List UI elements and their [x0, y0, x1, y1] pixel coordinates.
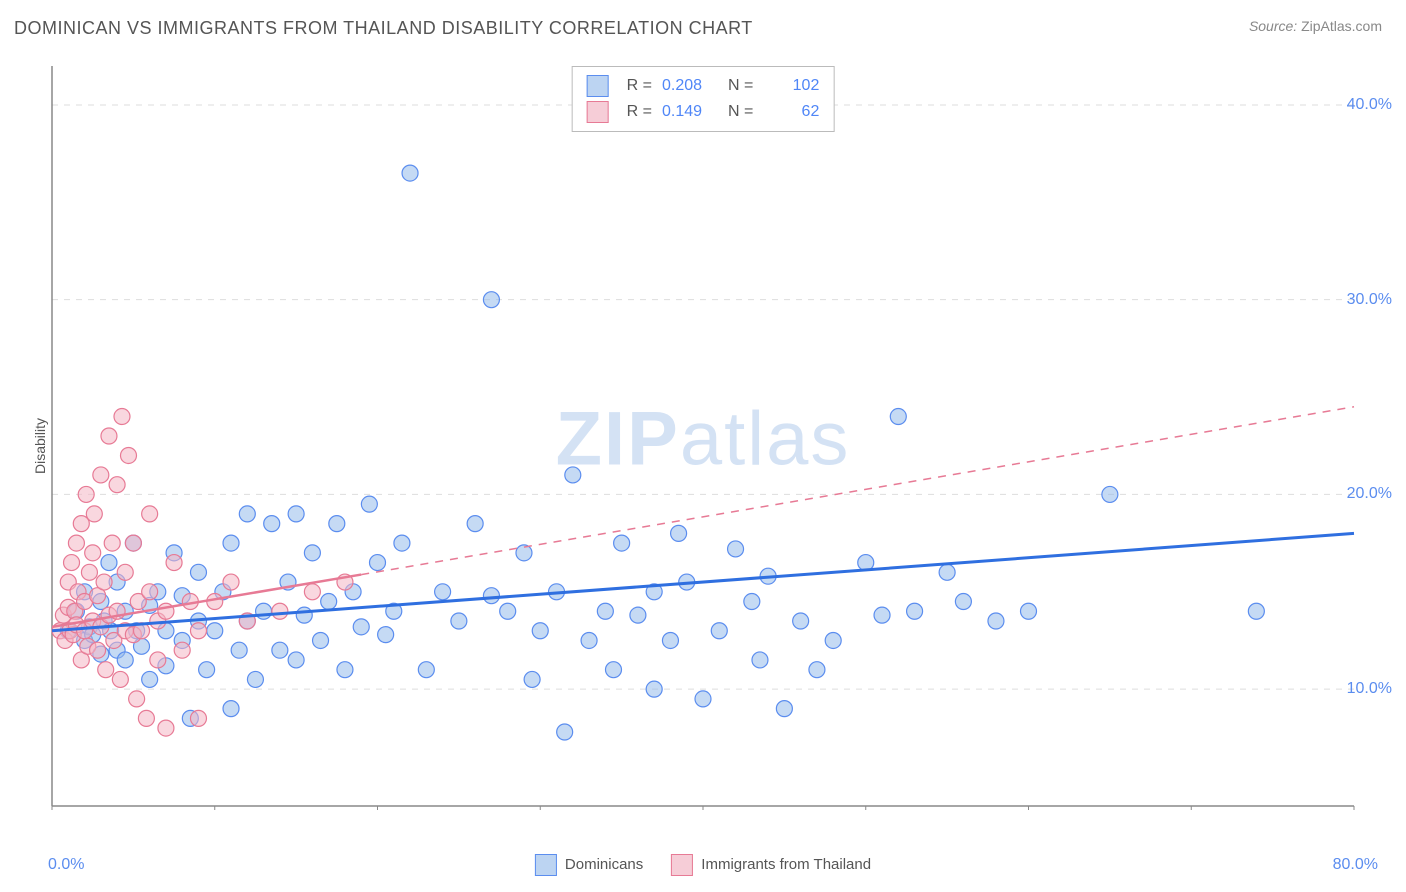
series-legend: Dominicans Immigrants from Thailand	[535, 854, 871, 876]
stat-n-label: N =	[728, 103, 753, 121]
legend-item: Dominicans	[535, 854, 643, 876]
stat-n-label: N =	[728, 77, 753, 95]
y-tick-label: 40.0%	[1347, 96, 1392, 114]
legend-swatch	[587, 75, 609, 97]
x-axis-max-label: 80.0%	[1333, 856, 1378, 874]
stats-legend: R = 0.208 N = 102 R = 0.149 N = 62	[572, 66, 835, 132]
source-value: ZipAtlas.com	[1301, 18, 1382, 34]
y-tick-label: 30.0%	[1347, 291, 1392, 309]
y-axis-label: Disability	[32, 418, 48, 474]
stat-r-label: R =	[627, 77, 652, 95]
chart-title: DOMINICAN VS IMMIGRANTS FROM THAILAND DI…	[14, 18, 753, 39]
scatter-svg	[48, 62, 1358, 810]
y-tick-label: 10.0%	[1347, 680, 1392, 698]
legend-label: Immigrants from Thailand	[701, 856, 871, 873]
stats-legend-row: R = 0.149 N = 62	[587, 99, 820, 125]
stats-legend-row: R = 0.208 N = 102	[587, 73, 820, 99]
source-prefix: Source:	[1249, 18, 1297, 34]
legend-swatch	[587, 101, 609, 123]
legend-item: Immigrants from Thailand	[671, 854, 871, 876]
y-tick-label: 20.0%	[1347, 485, 1392, 503]
stat-n-value: 102	[763, 77, 819, 95]
legend-swatch	[671, 854, 693, 876]
stat-r-value: 0.208	[662, 77, 718, 95]
x-axis-min-label: 0.0%	[48, 856, 84, 874]
chart-container: DOMINICAN VS IMMIGRANTS FROM THAILAND DI…	[0, 0, 1406, 892]
legend-swatch	[535, 854, 557, 876]
stat-r-label: R =	[627, 103, 652, 121]
legend-label: Dominicans	[565, 856, 643, 873]
stat-r-value: 0.149	[662, 103, 718, 121]
source-label: Source: ZipAtlas.com	[1249, 18, 1382, 34]
plot-area	[48, 62, 1358, 810]
stat-n-value: 62	[763, 103, 819, 121]
